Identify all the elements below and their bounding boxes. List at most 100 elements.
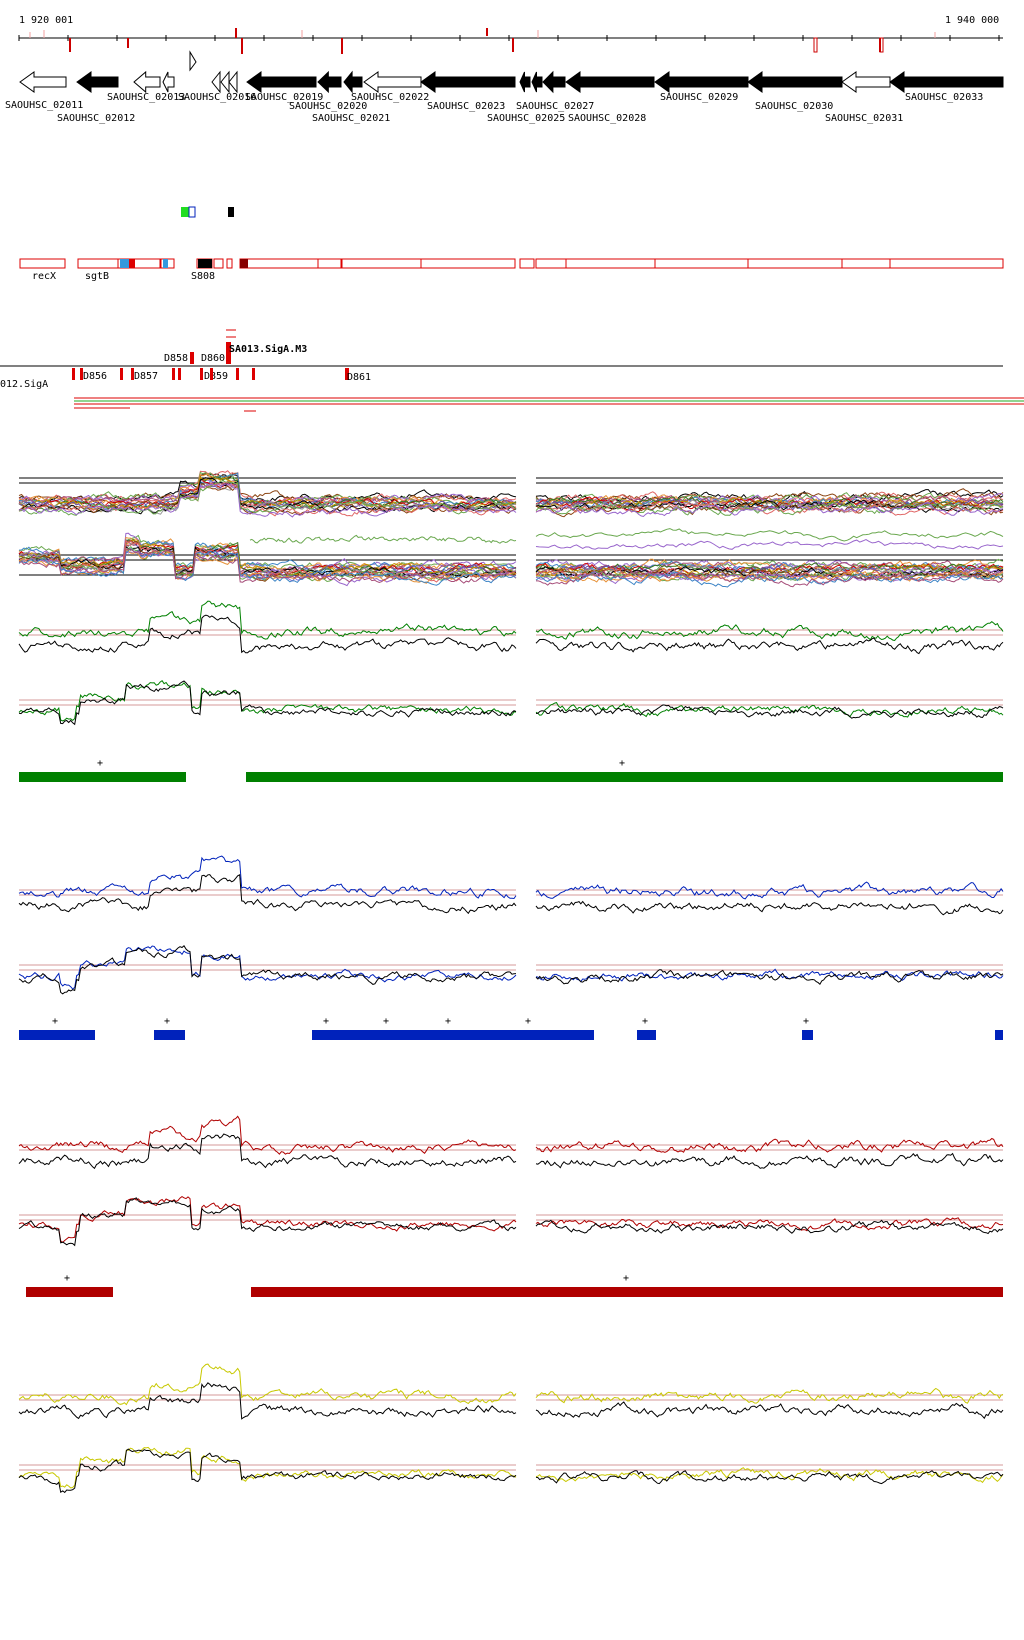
gene-arrow[interactable] (542, 70, 566, 94)
operon-box[interactable] (654, 258, 749, 269)
promoter-mark[interactable] (236, 368, 239, 380)
operon-box[interactable] (341, 258, 422, 269)
gene-label-recx: recX (32, 271, 56, 282)
gene-name-label: SAOUHSC_02020 (289, 101, 367, 112)
gene-arrow[interactable] (228, 70, 238, 94)
operon-box[interactable] (747, 258, 843, 269)
gene-name-label: SAOUHSC_02021 (312, 113, 390, 124)
operon-box[interactable] (77, 258, 119, 269)
gene-arrow[interactable] (889, 71, 1004, 93)
gene-name-label: SAOUHSC_02022 (351, 92, 429, 103)
gene-arrow[interactable] (76, 71, 119, 93)
gene-arrow[interactable] (519, 71, 531, 93)
gene-arrow[interactable] (211, 70, 221, 94)
promoter-mark[interactable] (131, 368, 134, 380)
gene-name-label: SAOUHSC_02012 (57, 113, 135, 124)
expressed-segment[interactable] (251, 1287, 1003, 1297)
operon-box[interactable] (565, 258, 656, 269)
gene-arrow[interactable] (565, 71, 655, 93)
feature-label-d861: D861 (347, 372, 371, 383)
gene-arrow[interactable] (317, 70, 342, 94)
sigma-label-lower: 012.SigA (0, 379, 48, 390)
gene-arrow[interactable] (162, 71, 175, 93)
operon-labels: recX sgtB S808 (32, 271, 215, 282)
promoter-marks (72, 329, 255, 380)
gene-name-label: SAOUHSC_02025 (487, 113, 565, 124)
operon-box[interactable] (889, 258, 1004, 269)
gene-arrow[interactable] (531, 71, 543, 93)
promoter-mark[interactable] (210, 368, 213, 380)
expressed-segment[interactable] (154, 1030, 185, 1040)
gene-arrow[interactable] (841, 71, 891, 93)
expressed-segment[interactable] (312, 1030, 594, 1040)
gene-arrow[interactable] (654, 71, 749, 93)
gene-name-label: SAOUHSC_02028 (568, 113, 646, 124)
operon-box[interactable] (420, 258, 516, 269)
expressed-segment[interactable] (802, 1030, 813, 1040)
axis-end-label: 1 940 000 (945, 15, 999, 26)
feature-blue-box[interactable] (188, 206, 196, 218)
operon-box[interactable] (535, 258, 567, 269)
segment-marker: + (64, 1273, 70, 1284)
blue-expression-track: + + + + + + + + (18, 855, 1004, 1040)
feature-d861-mark[interactable] (345, 368, 349, 380)
gene-label-sgtb: sgtB (85, 271, 109, 282)
promoter-mark[interactable] (172, 368, 175, 380)
gene-arrow[interactable] (420, 71, 516, 93)
gene-arrow[interactable] (246, 71, 317, 93)
promoter-mark[interactable] (72, 368, 75, 380)
operon-track (19, 258, 1004, 269)
gene-name-label: SAOUHSC_02027 (516, 101, 594, 112)
operon-box[interactable] (213, 258, 224, 269)
feature-label-d859: D859 (204, 371, 228, 382)
operon-box[interactable] (841, 258, 891, 269)
operon-box[interactable] (117, 258, 161, 269)
segment-marker: + (642, 1016, 648, 1027)
promoter-mark[interactable] (252, 368, 255, 380)
gene-name-label: SAOUHSC_02030 (755, 101, 833, 112)
promoter-track: D858 D860 SA013.SigA.M3 D861 D856 D857 D… (0, 329, 1024, 412)
operon-box[interactable] (317, 258, 342, 269)
promoter-mark[interactable] (80, 368, 83, 380)
feature-label-d857: D857 (134, 371, 158, 382)
promoter-mark[interactable] (200, 368, 203, 380)
gene-arrow[interactable] (133, 70, 161, 94)
green-expression-track: + + (18, 600, 1004, 782)
feature-black-box[interactable] (228, 207, 234, 217)
segment-marker: + (97, 758, 103, 769)
segment-marker: + (52, 1016, 58, 1027)
axis-ticks (18, 35, 1000, 41)
segment-marker: + (623, 1273, 629, 1284)
feature-d858-mark[interactable] (190, 352, 194, 364)
operon-box[interactable] (239, 258, 319, 269)
yellow-expression-track (18, 1363, 1004, 1494)
gene-arrow[interactable] (19, 71, 67, 93)
feature-d860-mark[interactable] (226, 342, 231, 364)
expressed-segment[interactable] (246, 772, 1003, 782)
feature-green-box[interactable] (181, 207, 189, 217)
operon-box[interactable] (19, 258, 66, 269)
expressed-segment[interactable] (995, 1030, 1003, 1040)
gene-name-labels: SAOUHSC_02011SAOUHSC_02012SAOUHSC_02013S… (5, 92, 983, 124)
segment-marker: + (619, 758, 625, 769)
expressed-segment[interactable] (26, 1287, 113, 1297)
expressed-segment[interactable] (19, 1030, 95, 1040)
gene-arrow[interactable] (747, 71, 843, 93)
promoter-mark[interactable] (120, 368, 123, 380)
axis-peak-marks (29, 28, 936, 72)
feature-label-d856: D856 (83, 371, 107, 382)
sigma-label-upper: SA013.SigA.M3 (229, 343, 307, 355)
promoter-mark[interactable] (178, 368, 181, 380)
gene-arrow[interactable] (343, 70, 363, 94)
gene-arrow[interactable] (220, 70, 230, 94)
operon-box[interactable] (519, 258, 535, 269)
axis-start-label: 1 920 001 (19, 15, 73, 26)
expressed-segment[interactable] (637, 1030, 656, 1040)
coordinate-axis: 1 920 001 1 940 000 (18, 15, 1003, 72)
expressed-segment[interactable] (19, 772, 186, 782)
gene-arrow[interactable] (363, 71, 422, 93)
gene-label-s808: S808 (191, 271, 215, 282)
operon-box[interactable] (226, 258, 233, 269)
red-expression-track: + + (18, 1115, 1004, 1297)
segment-marker: + (323, 1016, 329, 1027)
